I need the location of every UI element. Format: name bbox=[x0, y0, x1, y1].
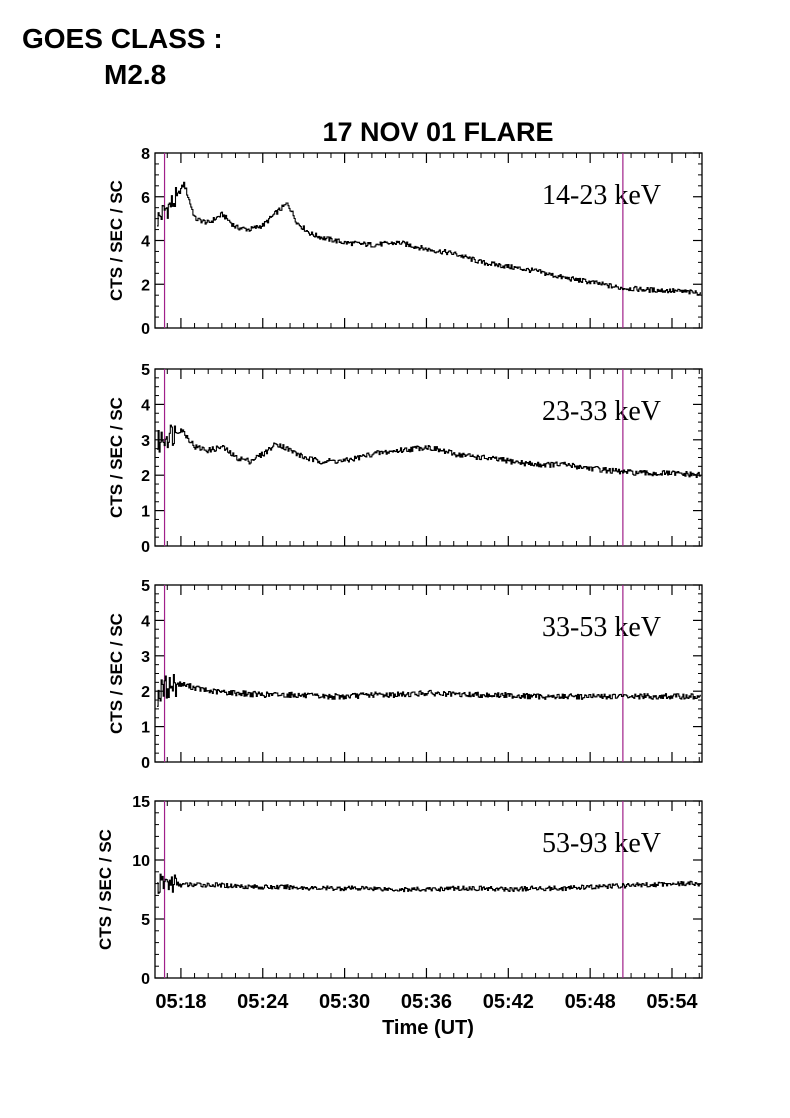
series-line bbox=[157, 424, 701, 478]
x-axis-label: Time (UT) bbox=[382, 1017, 474, 1039]
x-tick-label: 05:54 bbox=[646, 991, 698, 1013]
y-tick-label: 0 bbox=[141, 755, 150, 772]
y-tick-label: 2 bbox=[141, 468, 150, 485]
series-name: 53-93 keV bbox=[542, 828, 661, 859]
series-name: 14-23 keV bbox=[542, 180, 661, 211]
y-axis-label: CTS / SEC / SC bbox=[107, 613, 126, 734]
y-tick-label: 10 bbox=[132, 853, 150, 870]
y-axis-label: CTS / SEC / SC bbox=[107, 397, 126, 518]
series-line bbox=[157, 873, 701, 894]
panels-group: 0 2 4 6 8 CTS / SEC / SC 14-23 keV 0 1 2 3 4 5 CTS / … bbox=[96, 146, 703, 988]
y-tick-label: 2 bbox=[141, 684, 150, 701]
x-tick-label: 05:18 bbox=[155, 991, 206, 1013]
x-tick-label: 05:42 bbox=[483, 991, 534, 1013]
series-line bbox=[157, 181, 701, 296]
chart-title: 17 NOV 01 FLARE bbox=[322, 117, 553, 147]
y-tick-label: 4 bbox=[141, 397, 150, 414]
panel-1: 0 2 4 6 8 CTS / SEC / SC 14-23 keV bbox=[107, 146, 703, 338]
panel-4: 0 5 10 15 CTS / SEC / SC 53-93 keV bbox=[96, 794, 703, 988]
y-tick-label: 0 bbox=[141, 971, 150, 988]
y-tick-label: 2 bbox=[141, 277, 150, 294]
x-tick-labels: 05:18 05:24 05:30 05:36 05:42 05:48 05:54 bbox=[155, 991, 698, 1013]
y-tick-label: 4 bbox=[141, 613, 150, 630]
y-tick-label: 15 bbox=[132, 794, 150, 811]
x-tick-label: 05:24 bbox=[237, 991, 289, 1013]
x-tick-label: 05:48 bbox=[565, 991, 616, 1013]
y-tick-label: 1 bbox=[141, 720, 150, 737]
y-tick-label: 0 bbox=[141, 321, 150, 338]
y-tick-label: 6 bbox=[141, 190, 150, 207]
y-tick-label: 5 bbox=[141, 362, 150, 379]
y-axis-label: CTS / SEC / SC bbox=[107, 180, 126, 301]
series-name: 33-53 keV bbox=[542, 612, 661, 643]
y-tick-label: 4 bbox=[141, 234, 150, 251]
x-tick-label: 05:30 bbox=[319, 991, 370, 1013]
goes-class-value: M2.8 bbox=[104, 59, 166, 90]
y-tick-label: 3 bbox=[141, 649, 150, 666]
y-axis-label: CTS / SEC / SC bbox=[96, 829, 115, 950]
y-tick-label: 3 bbox=[141, 433, 150, 450]
y-tick-label: 0 bbox=[141, 539, 150, 556]
y-tick-label: 8 bbox=[141, 146, 150, 163]
y-tick-label: 1 bbox=[141, 504, 150, 521]
panel-frame bbox=[154, 800, 703, 979]
series-line bbox=[157, 674, 701, 707]
goes-class-label: GOES CLASS : bbox=[22, 23, 223, 54]
y-tick-label: 5 bbox=[141, 912, 150, 929]
series-name: 23-33 keV bbox=[542, 396, 661, 427]
panel-3: 0 1 2 3 4 5 CTS / SEC / SC 33-53 keV bbox=[107, 578, 703, 772]
x-tick-label: 05:36 bbox=[401, 991, 452, 1013]
y-tick-label: 5 bbox=[141, 578, 150, 595]
panel-2: 0 1 2 3 4 5 CTS / SEC / SC 23-33 keV bbox=[107, 362, 703, 556]
